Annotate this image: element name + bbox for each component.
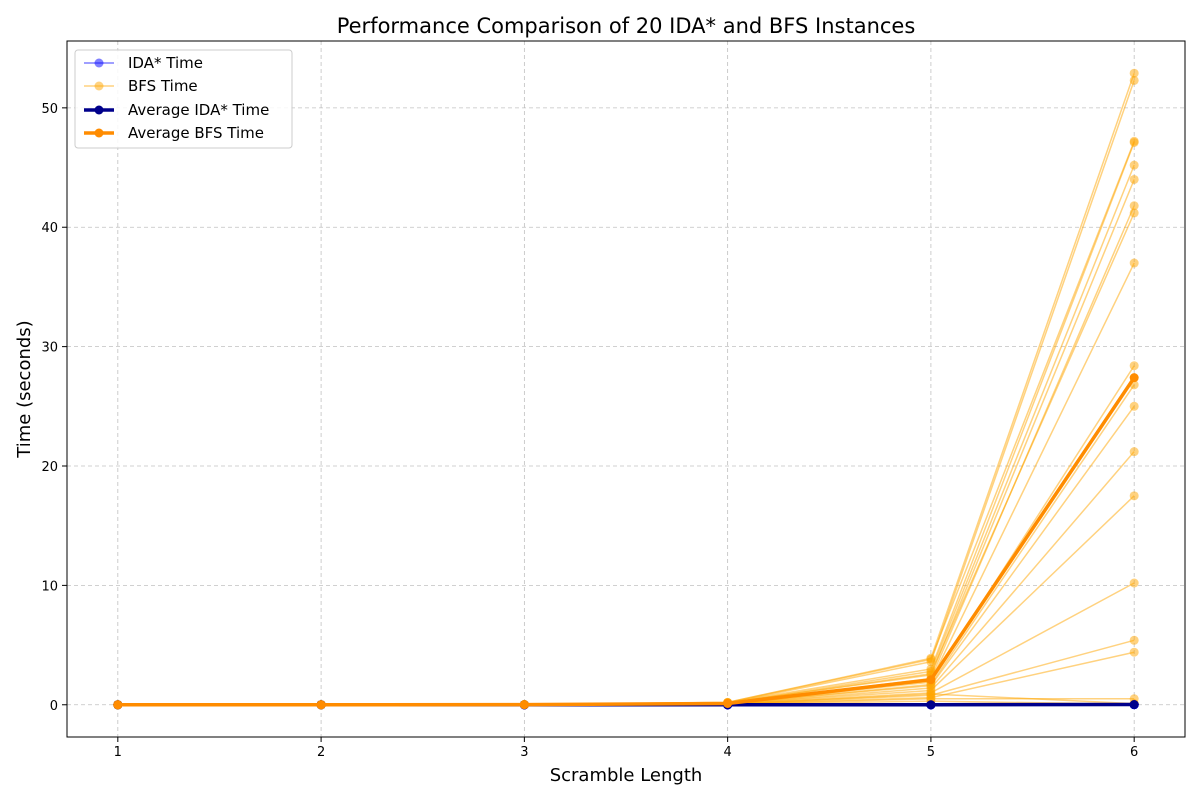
- bfs-instance-point: [1129, 491, 1139, 501]
- bfs-instance-point: [1129, 208, 1139, 218]
- legend: IDA* Time BFS Time Average IDA* Time Ave…: [74, 49, 293, 149]
- x-axis-label: Scramble Length: [550, 765, 703, 786]
- legend-marker-ida-instance: [94, 58, 104, 68]
- bfs-average-line: [117, 376, 1136, 707]
- bfs-average-point: [316, 700, 326, 710]
- bfs-average-point: [723, 698, 733, 708]
- bfs-instance-point: [1129, 635, 1139, 645]
- bfs-average-point: [113, 700, 123, 710]
- chart-title: Performance Comparison of 20 IDA* and BF…: [337, 14, 916, 38]
- bfs-instance-point: [926, 689, 936, 699]
- ida-average-point: [926, 700, 936, 710]
- legend-box: [74, 49, 293, 149]
- y-tick-label: 40: [41, 221, 58, 236]
- bfs-average-point: [519, 700, 529, 710]
- y-tick-label: 10: [41, 579, 58, 594]
- axis-ticks: 1 2 3 4 5 6 0 10 20 30 40 50: [41, 102, 1138, 760]
- plot-series: [113, 68, 1139, 710]
- y-tick-label: 50: [41, 102, 58, 117]
- bfs-instance-point: [1129, 201, 1139, 211]
- ida-average-point: [1129, 700, 1139, 710]
- y-tick-label: 30: [41, 341, 58, 356]
- bfs-instance-point: [1129, 75, 1139, 85]
- x-tick-label: 2: [317, 745, 325, 760]
- bfs-instance-point: [1129, 361, 1139, 371]
- legend-label-ida-instance: IDA* Time: [128, 54, 203, 72]
- bfs-instance-point: [1129, 647, 1139, 657]
- y-tick-label: 20: [41, 460, 58, 475]
- bfs-instance-point: [1129, 401, 1139, 411]
- bfs-average-point: [1129, 373, 1139, 383]
- bfs-instance-point: [1129, 447, 1139, 457]
- bfs-average-point: [926, 675, 936, 685]
- legend-label-bfs-average: Average BFS Time: [128, 124, 264, 142]
- legend-label-bfs-instance: BFS Time: [128, 77, 198, 95]
- bfs-instance-point: [1129, 258, 1139, 268]
- y-axis-label: Time (seconds): [14, 320, 35, 458]
- x-tick-label: 3: [520, 745, 528, 760]
- plot-frame: [66, 40, 1186, 738]
- x-tick-label: 4: [723, 745, 731, 760]
- legend-label-ida-average: Average IDA* Time: [128, 101, 269, 119]
- legend-marker-bfs-average: [94, 128, 104, 138]
- legend-marker-ida-average: [94, 105, 104, 115]
- bfs-instance-point: [1129, 160, 1139, 170]
- x-tick-label: 1: [114, 745, 122, 760]
- bfs-instance-point: [1129, 578, 1139, 588]
- bfs-instance-point: [1129, 174, 1139, 184]
- legend-marker-bfs-instance: [94, 81, 104, 91]
- x-tick-label: 5: [927, 745, 935, 760]
- x-tick-label: 6: [1130, 745, 1138, 760]
- bfs-instance-point: [1129, 68, 1139, 78]
- y-tick-label: 0: [50, 699, 58, 714]
- bfs-instance-point: [1129, 137, 1139, 147]
